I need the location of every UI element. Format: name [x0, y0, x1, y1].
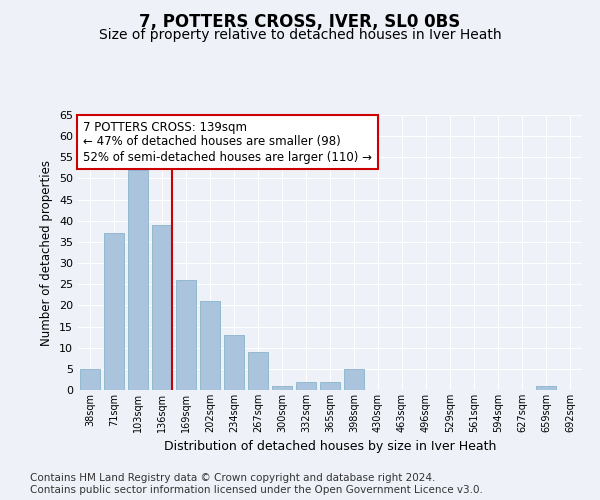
Bar: [224, 335, 244, 390]
X-axis label: Distribution of detached houses by size in Iver Heath: Distribution of detached houses by size …: [164, 440, 496, 454]
Bar: [104, 234, 124, 390]
Bar: [152, 225, 172, 390]
Text: 7 POTTERS CROSS: 139sqm
← 47% of detached houses are smaller (98)
52% of semi-de: 7 POTTERS CROSS: 139sqm ← 47% of detache…: [83, 120, 372, 164]
Bar: [344, 369, 364, 390]
Bar: [248, 352, 268, 390]
Bar: [176, 280, 196, 390]
Text: Contains HM Land Registry data © Crown copyright and database right 2024.
Contai: Contains HM Land Registry data © Crown c…: [30, 474, 483, 495]
Bar: [128, 170, 148, 390]
Bar: [272, 386, 292, 390]
Bar: [80, 369, 100, 390]
Text: 7, POTTERS CROSS, IVER, SL0 0BS: 7, POTTERS CROSS, IVER, SL0 0BS: [139, 12, 461, 30]
Bar: [320, 382, 340, 390]
Bar: [536, 386, 556, 390]
Bar: [200, 301, 220, 390]
Y-axis label: Number of detached properties: Number of detached properties: [40, 160, 53, 346]
Bar: [296, 382, 316, 390]
Text: Size of property relative to detached houses in Iver Heath: Size of property relative to detached ho…: [98, 28, 502, 42]
